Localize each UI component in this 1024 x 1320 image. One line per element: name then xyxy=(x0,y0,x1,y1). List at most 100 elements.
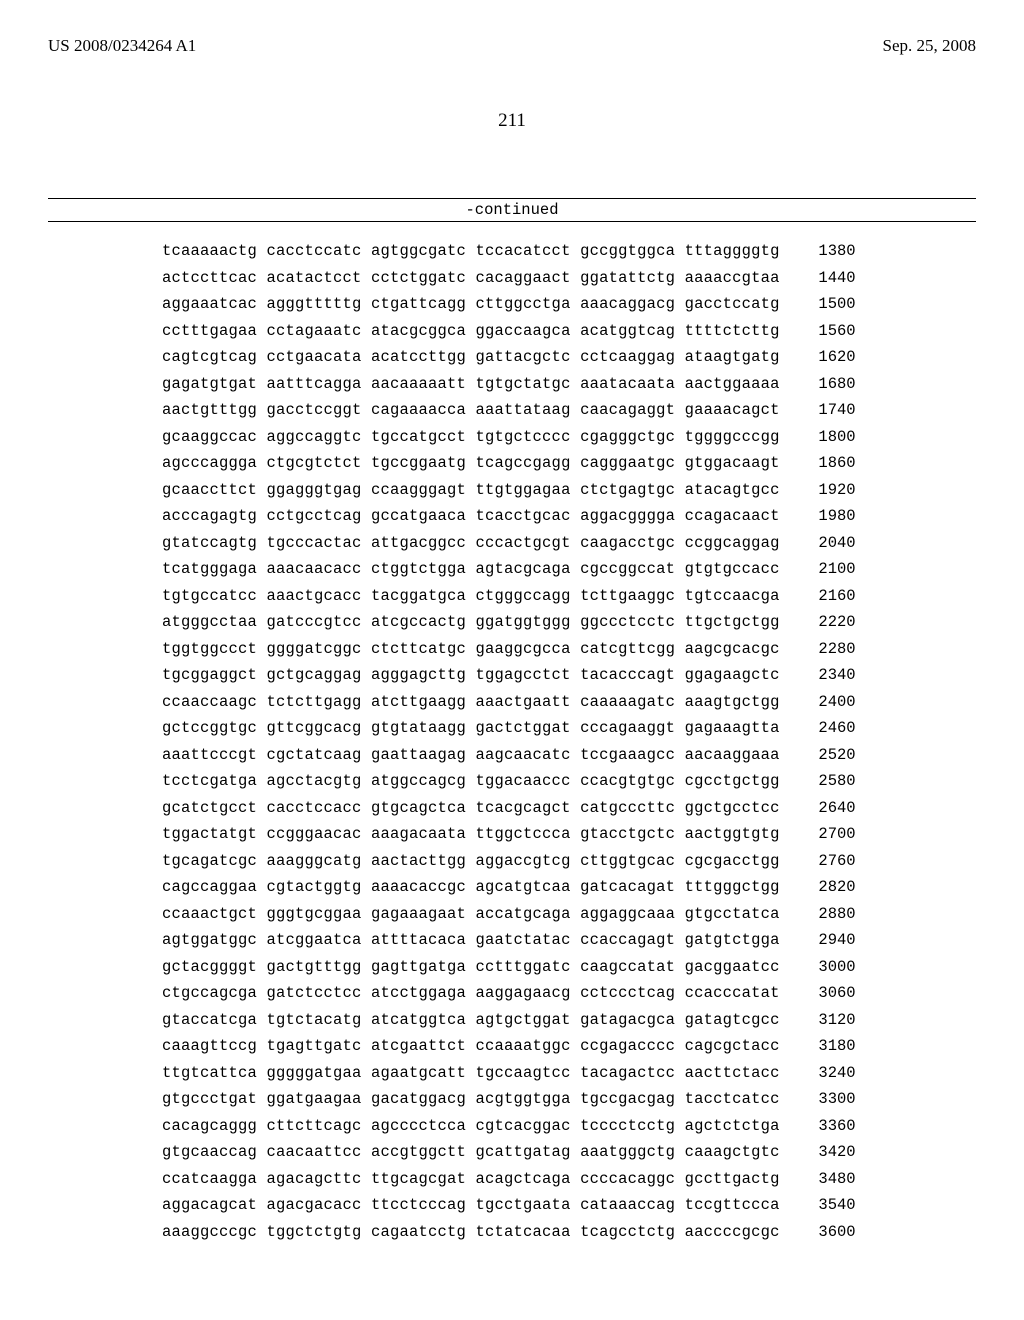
sequence-row: tgcagatcgc aaagggcatg aactacttgg aggaccg… xyxy=(162,854,976,870)
sequence-row: tgtgccatcc aaactgcacc tacggatgca ctgggcc… xyxy=(162,589,976,605)
sequence-groups: aaattcccgt cgctatcaag gaattaagag aagcaac… xyxy=(162,748,780,764)
sequence-row: gtgccctgat ggatgaagaa gacatggacg acgtggt… xyxy=(162,1092,976,1108)
sequence-position: 1980 xyxy=(808,509,856,525)
sequence-position: 1560 xyxy=(808,324,856,340)
sequence-groups: gcaaccttct ggagggtgag ccaagggagt ttgtgga… xyxy=(162,483,780,499)
sequence-groups: tgcagatcgc aaagggcatg aactacttgg aggaccg… xyxy=(162,854,780,870)
sequence-position: 2100 xyxy=(808,562,856,578)
sequence-position: 3300 xyxy=(808,1092,856,1108)
sequence-groups: tggactatgt ccgggaacac aaagacaata ttggctc… xyxy=(162,827,780,843)
sequence-position: 2460 xyxy=(808,721,856,737)
sequence-row: aggacagcat agacgacacc ttcctcccag tgcctga… xyxy=(162,1198,976,1214)
sequence-position: 2340 xyxy=(808,668,856,684)
sequence-position: 3480 xyxy=(808,1172,856,1188)
sequence-groups: tcctcgatga agcctacgtg atggccagcg tggacaa… xyxy=(162,774,780,790)
continued-label: -continued xyxy=(48,201,976,219)
sequence-row: caaagttccg tgagttgatc atcgaattct ccaaaat… xyxy=(162,1039,976,1055)
sequence-row: cacagcaggg cttcttcagc agcccctcca cgtcacg… xyxy=(162,1119,976,1135)
sequence-position: 2880 xyxy=(808,907,856,923)
sequence-groups: aggaaatcac agggtttttg ctgattcagg cttggcc… xyxy=(162,297,780,313)
sequence-position: 1740 xyxy=(808,403,856,419)
sequence-groups: gtgccctgat ggatgaagaa gacatggacg acgtggt… xyxy=(162,1092,780,1108)
sequence-row: cagccaggaa cgtactggtg aaaacaccgc agcatgt… xyxy=(162,880,976,896)
sequence-groups: agcccaggga ctgcgtctct tgccggaatg tcagccg… xyxy=(162,456,780,472)
sequence-position: 3180 xyxy=(808,1039,856,1055)
continued-rule: -continued xyxy=(48,198,976,222)
sequence-row: agtggatggc atcggaatca attttacaca gaatcta… xyxy=(162,933,976,949)
sequence-position: 2220 xyxy=(808,615,856,631)
sequence-groups: cagtcgtcag cctgaacata acatccttgg gattacg… xyxy=(162,350,780,366)
sequence-groups: ctgccagcga gatctcctcc atcctggaga aaggaga… xyxy=(162,986,780,1002)
sequence-position: 1800 xyxy=(808,430,856,446)
sequence-row: ctgccagcga gatctcctcc atcctggaga aaggaga… xyxy=(162,986,976,1002)
sequence-position: 1620 xyxy=(808,350,856,366)
sequence-row: tggactatgt ccgggaacac aaagacaata ttggctc… xyxy=(162,827,976,843)
sequence-groups: atgggcctaa gatcccgtcc atcgccactg ggatggt… xyxy=(162,615,780,631)
sequence-position: 3360 xyxy=(808,1119,856,1135)
publication-number: US 2008/0234264 A1 xyxy=(48,36,196,56)
sequence-position: 1860 xyxy=(808,456,856,472)
sequence-groups: cagccaggaa cgtactggtg aaaacaccgc agcatgt… xyxy=(162,880,780,896)
sequence-position: 1680 xyxy=(808,377,856,393)
sequence-groups: gtatccagtg tgcccactac attgacggcc cccactg… xyxy=(162,536,780,552)
sequence-row: ccaaactgct gggtgcggaa gagaaagaat accatgc… xyxy=(162,907,976,923)
sequence-position: 2580 xyxy=(808,774,856,790)
sequence-groups: gtaccatcga tgtctacatg atcatggtca agtgctg… xyxy=(162,1013,780,1029)
sequence-groups: ccaaccaagc tctcttgagg atcttgaagg aaactga… xyxy=(162,695,780,711)
sequence-groups: aactgtttgg gacctccggt cagaaaacca aaattat… xyxy=(162,403,780,419)
sequence-row: gtgcaaccag caacaattcc accgtggctt gcattga… xyxy=(162,1145,976,1161)
sequence-groups: cctttgagaa cctagaaatc atacgcggca ggaccaa… xyxy=(162,324,780,340)
sequence-row: aaaggcccgc tggctctgtg cagaatcctg tctatca… xyxy=(162,1225,976,1241)
sequence-position: 2760 xyxy=(808,854,856,870)
sequence-row: gctacggggt gactgtttgg gagttgatga cctttgg… xyxy=(162,960,976,976)
sequence-row: tgcggaggct gctgcaggag agggagcttg tggagcc… xyxy=(162,668,976,684)
sequence-position: 1920 xyxy=(808,483,856,499)
sequence-groups: gctccggtgc gttcggcacg gtgtataagg gactctg… xyxy=(162,721,780,737)
sequence-groups: caaagttccg tgagttgatc atcgaattct ccaaaat… xyxy=(162,1039,780,1055)
sequence-groups: ttgtcattca gggggatgaa agaatgcatt tgccaag… xyxy=(162,1066,780,1082)
sequence-position: 3120 xyxy=(808,1013,856,1029)
sequence-position: 2940 xyxy=(808,933,856,949)
sequence-position: 2700 xyxy=(808,827,856,843)
sequence-position: 3000 xyxy=(808,960,856,976)
sequence-row: gcatctgcct cacctccacc gtgcagctca tcacgca… xyxy=(162,801,976,817)
sequence-position: 2400 xyxy=(808,695,856,711)
sequence-groups: gcaaggccac aggccaggtc tgccatgcct tgtgctc… xyxy=(162,430,780,446)
sequence-row: tggtggccct ggggatcggc ctcttcatgc gaaggcg… xyxy=(162,642,976,658)
sequence-position: 2820 xyxy=(808,880,856,896)
sequence-position: 3540 xyxy=(808,1198,856,1214)
sequence-groups: tgcggaggct gctgcaggag agggagcttg tggagcc… xyxy=(162,668,780,684)
sequence-row: tcctcgatga agcctacgtg atggccagcg tggacaa… xyxy=(162,774,976,790)
sequence-row: aactgtttgg gacctccggt cagaaaacca aaattat… xyxy=(162,403,976,419)
sequence-row: aaattcccgt cgctatcaag gaattaagag aagcaac… xyxy=(162,748,976,764)
sequence-groups: gcatctgcct cacctccacc gtgcagctca tcacgca… xyxy=(162,801,780,817)
sequence-row: tcatgggaga aaacaacacc ctggtctgga agtacgc… xyxy=(162,562,976,578)
sequence-position: 2520 xyxy=(808,748,856,764)
sequence-groups: tggtggccct ggggatcggc ctcttcatgc gaaggcg… xyxy=(162,642,780,658)
sequence-row: gtatccagtg tgcccactac attgacggcc cccactg… xyxy=(162,536,976,552)
sequence-position: 1380 xyxy=(808,244,856,260)
sequence-row: tcaaaaactg cacctccatc agtggcgatc tccacat… xyxy=(162,244,976,260)
sequence-position: 3600 xyxy=(808,1225,856,1241)
sequence-groups: ccaaactgct gggtgcggaa gagaaagaat accatgc… xyxy=(162,907,780,923)
sequence-row: aggaaatcac agggtttttg ctgattcagg cttggcc… xyxy=(162,297,976,313)
sequence-row: agcccaggga ctgcgtctct tgccggaatg tcagccg… xyxy=(162,456,976,472)
sequence-position: 3240 xyxy=(808,1066,856,1082)
sequence-position: 2640 xyxy=(808,801,856,817)
sequence-position: 1500 xyxy=(808,297,856,313)
sequence-row: gcaaccttct ggagggtgag ccaagggagt ttgtgga… xyxy=(162,483,976,499)
sequence-groups: tcaaaaactg cacctccatc agtggcgatc tccacat… xyxy=(162,244,780,260)
sequence-row: ccaaccaagc tctcttgagg atcttgaagg aaactga… xyxy=(162,695,976,711)
sequence-groups: gctacggggt gactgtttgg gagttgatga cctttgg… xyxy=(162,960,780,976)
sequence-row: gcaaggccac aggccaggtc tgccatgcct tgtgctc… xyxy=(162,430,976,446)
sequence-row: atgggcctaa gatcccgtcc atcgccactg ggatggt… xyxy=(162,615,976,631)
sequence-row: cagtcgtcag cctgaacata acatccttgg gattacg… xyxy=(162,350,976,366)
sequence-groups: gagatgtgat aatttcagga aacaaaaatt tgtgcta… xyxy=(162,377,780,393)
sequence-groups: aaaggcccgc tggctctgtg cagaatcctg tctatca… xyxy=(162,1225,780,1241)
page-number: 211 xyxy=(48,110,976,132)
sequence-position: 1440 xyxy=(808,271,856,287)
sequence-groups: actccttcac acatactcct cctctggatc cacagga… xyxy=(162,271,780,287)
sequence-groups: agtggatggc atcggaatca attttacaca gaatcta… xyxy=(162,933,780,949)
sequence-groups: tgtgccatcc aaactgcacc tacggatgca ctgggcc… xyxy=(162,589,780,605)
sequence-row: acccagagtg cctgcctcag gccatgaaca tcacctg… xyxy=(162,509,976,525)
